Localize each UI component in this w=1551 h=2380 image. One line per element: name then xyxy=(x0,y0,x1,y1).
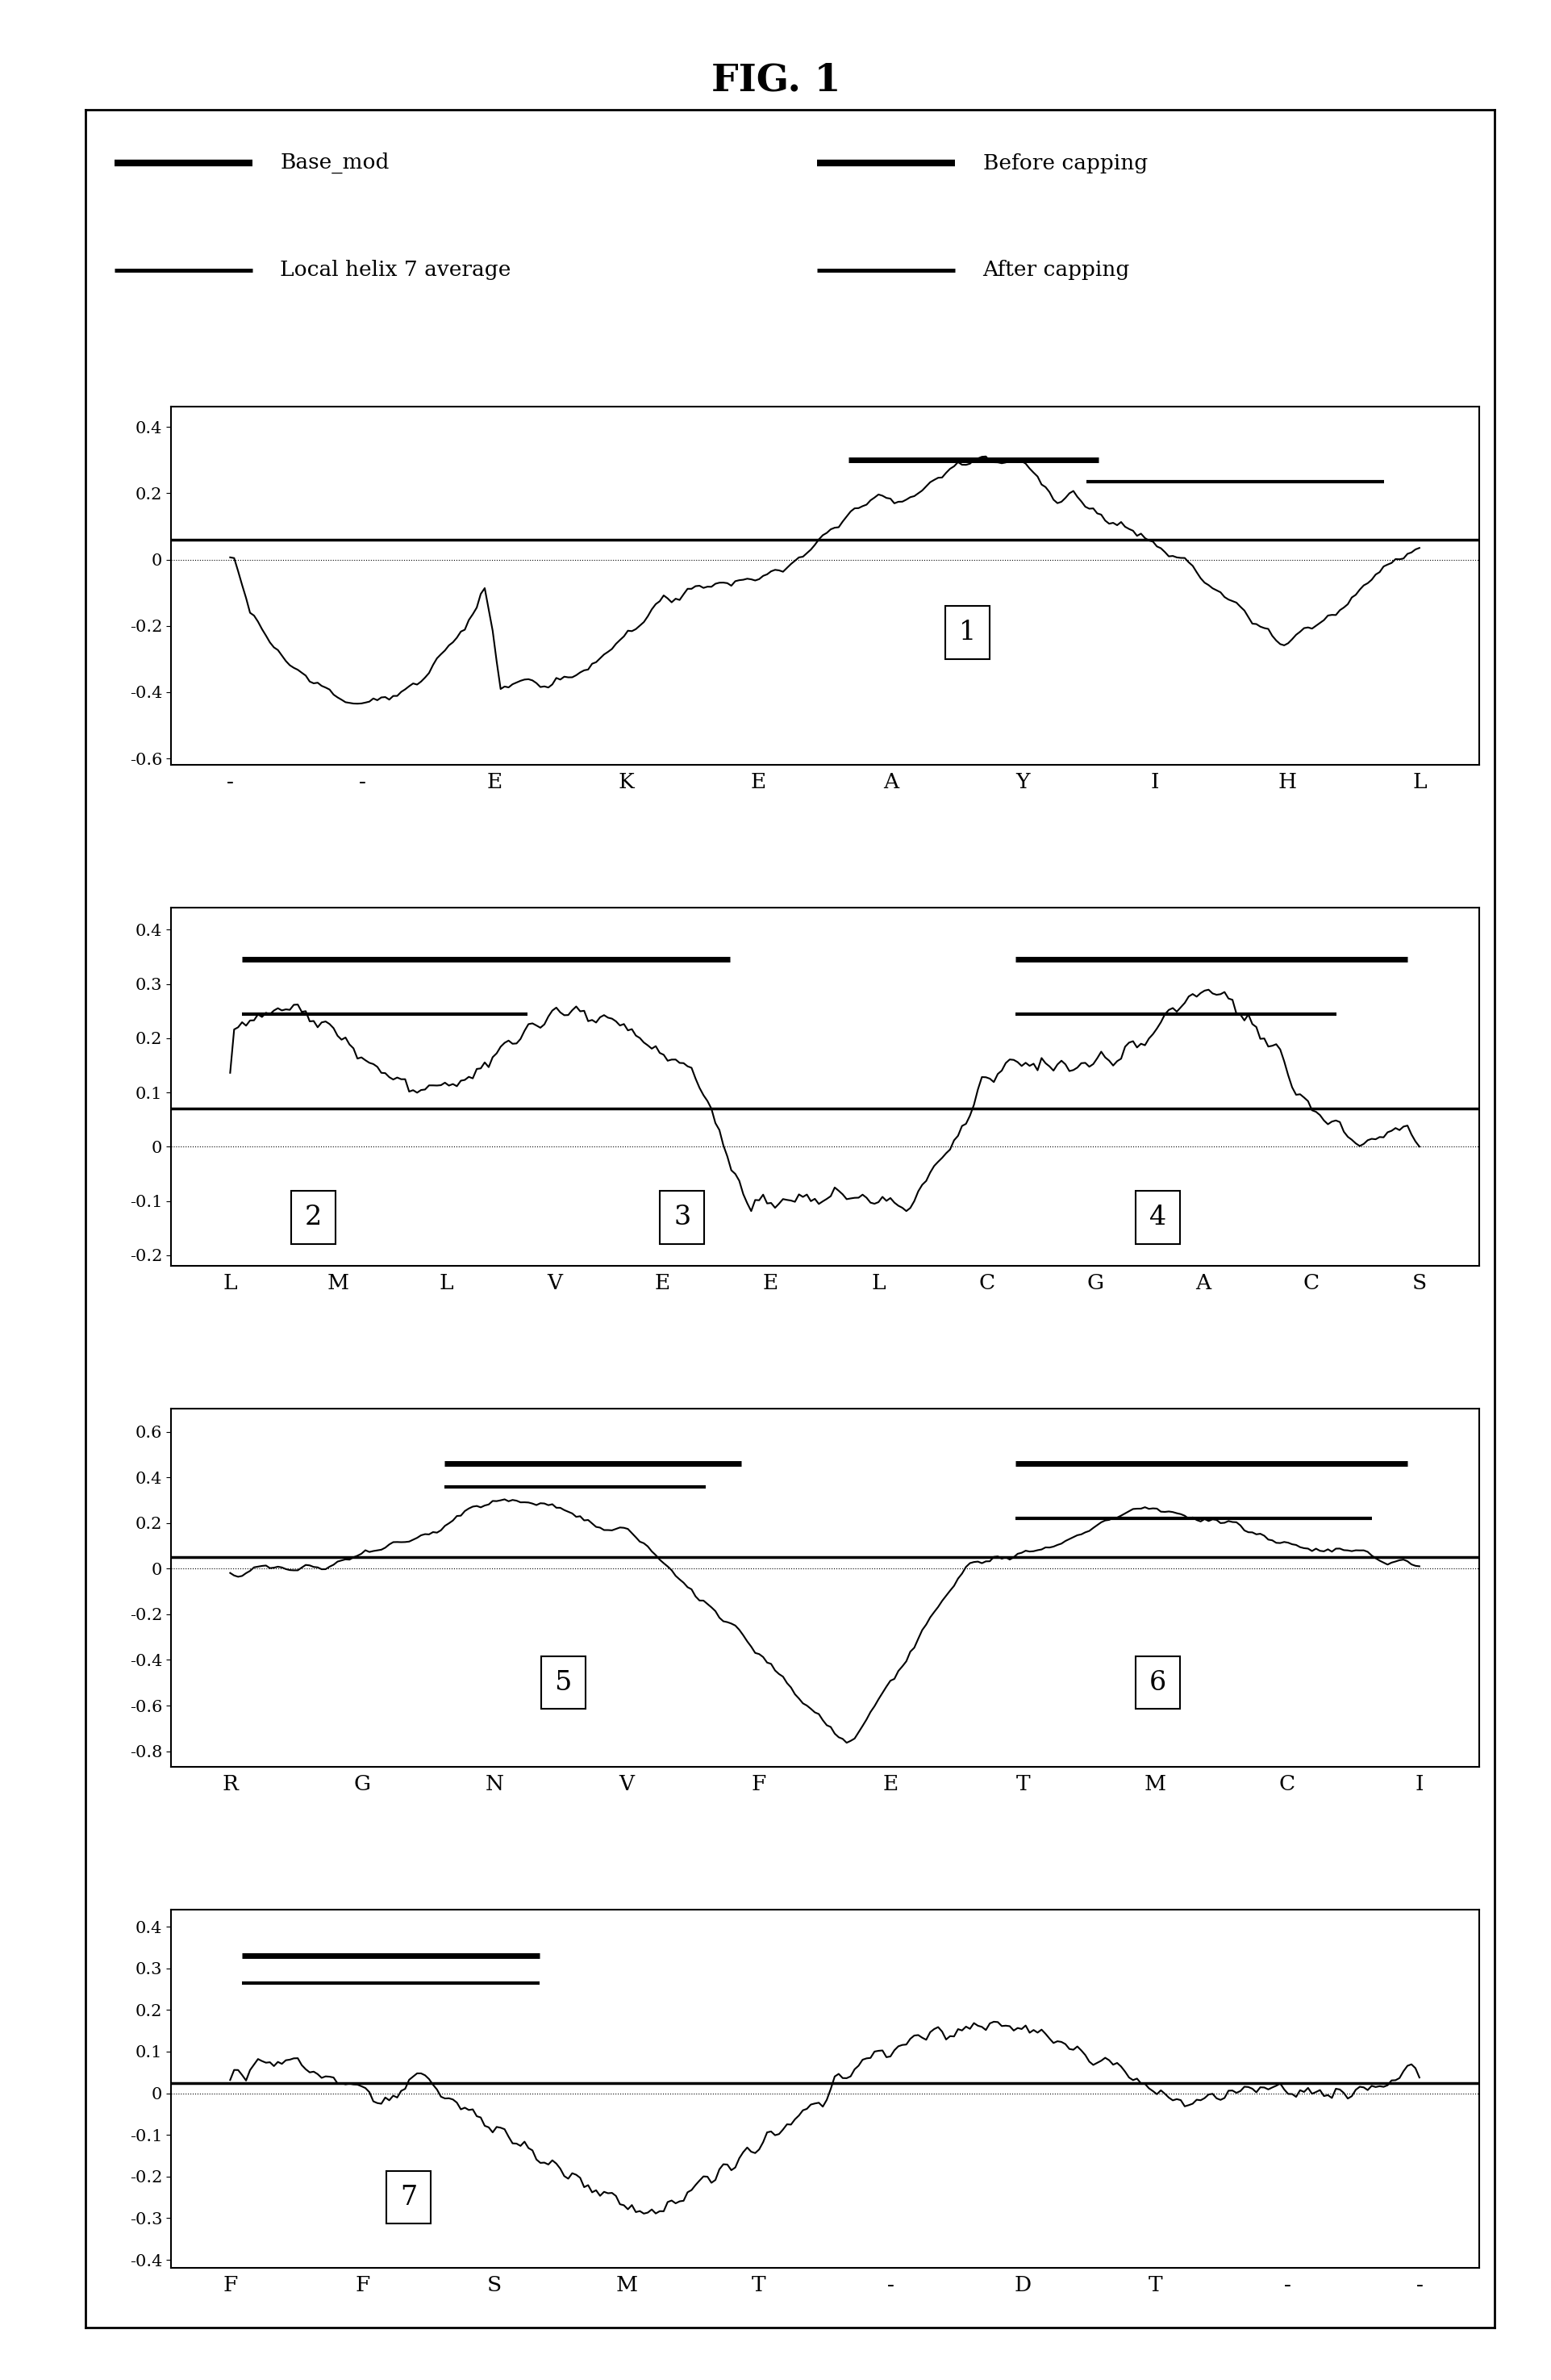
Text: 2: 2 xyxy=(304,1204,321,1230)
Text: Local helix 7 average: Local helix 7 average xyxy=(279,259,510,281)
Text: 5: 5 xyxy=(554,1671,571,1695)
Text: 4: 4 xyxy=(1149,1204,1166,1230)
Text: 6: 6 xyxy=(1149,1671,1166,1695)
Text: After capping: After capping xyxy=(982,259,1129,281)
Text: Before capping: Before capping xyxy=(982,152,1146,174)
Text: 3: 3 xyxy=(673,1204,690,1230)
Text: FIG. 1: FIG. 1 xyxy=(710,62,841,100)
Text: 1: 1 xyxy=(959,619,976,645)
Text: 7: 7 xyxy=(400,2185,417,2211)
Text: Base_mod: Base_mod xyxy=(279,152,389,174)
